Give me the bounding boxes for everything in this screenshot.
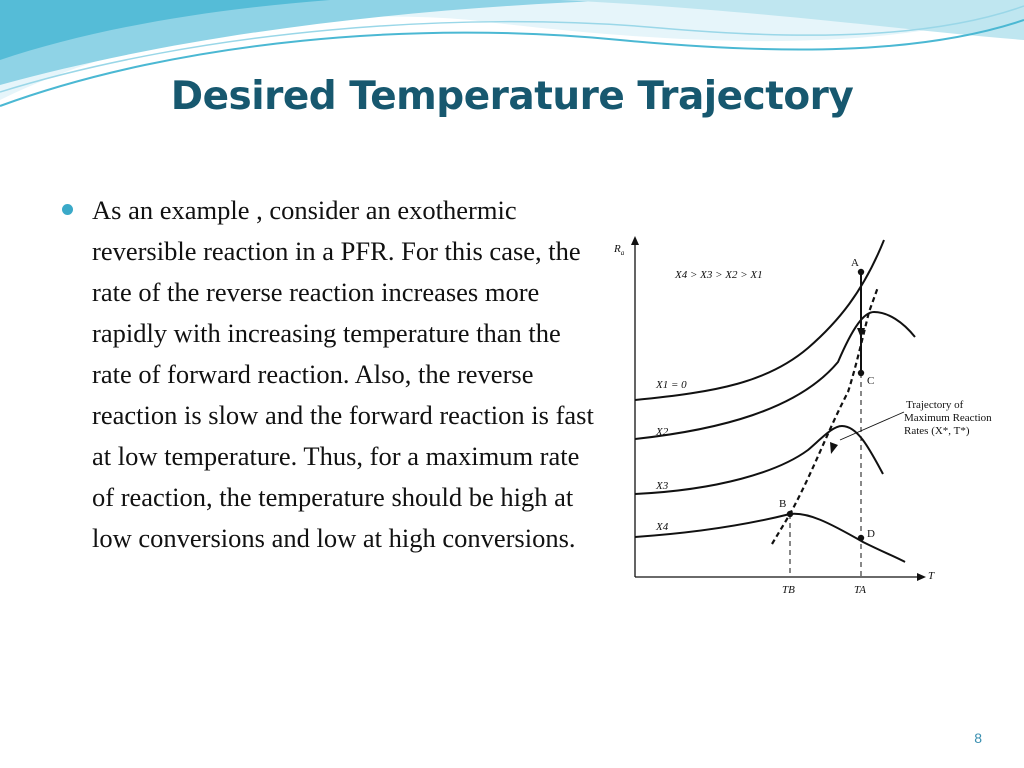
x-axis-label: T: [928, 570, 935, 582]
slide-title: Desired Temperature Trajectory: [170, 74, 854, 119]
curve-x1-label: X1 = 0: [655, 379, 687, 391]
bullet-text: As an example , consider an exothermic r…: [92, 195, 594, 553]
point-c: [857, 369, 865, 377]
tick-tb-label: TB: [782, 584, 795, 596]
tick-ta-label: TA: [854, 584, 866, 596]
arrow-a-c: [857, 328, 865, 338]
header-wave-decoration: [0, 0, 1024, 107]
annotation-line-1: Trajectory of: [906, 399, 964, 411]
rate-temperature-figure: Ra T X4 > X3 > X2 > X1 A C B D X1 = 0 X2…: [613, 236, 992, 596]
y-axis-arrow: [631, 236, 639, 245]
bullet-marker: [62, 204, 73, 215]
arrow-c-b: [830, 442, 838, 454]
point-a: [857, 268, 865, 276]
annotation-pointer: [839, 411, 905, 441]
curve-x3-label: X3: [655, 480, 669, 492]
point-b-label: B: [779, 498, 786, 510]
point-b: [786, 510, 794, 518]
curve-x1: [634, 239, 885, 401]
annotation-line-3: Rates (X*, T*): [904, 425, 970, 437]
x-axis-arrow: [917, 573, 926, 581]
y-axis-label: Ra: [613, 243, 625, 257]
max-rate-trajectory: [771, 286, 880, 545]
point-a-label: A: [851, 257, 859, 269]
curve-x4: [634, 512, 906, 563]
point-d: [857, 534, 865, 542]
annotation-line-2: Maximum Reaction: [904, 412, 992, 424]
point-c-label: C: [867, 375, 874, 387]
curve-x2-label: X2: [655, 426, 669, 438]
point-d-label: D: [867, 528, 875, 540]
curve-x2: [634, 310, 916, 440]
page-number: 8: [974, 730, 982, 746]
curve-x3: [634, 424, 884, 495]
ordering-note: X4 > X3 > X2 > X1: [674, 269, 763, 281]
curve-x4-label: X4: [655, 521, 669, 533]
